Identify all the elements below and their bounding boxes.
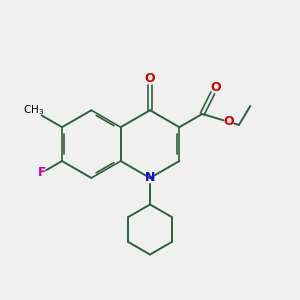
- Text: O: O: [224, 116, 234, 128]
- Text: O: O: [145, 72, 155, 85]
- Text: N: N: [145, 172, 155, 184]
- Text: CH$_3$: CH$_3$: [22, 103, 44, 117]
- Text: O: O: [210, 81, 221, 94]
- Text: F: F: [38, 166, 46, 179]
